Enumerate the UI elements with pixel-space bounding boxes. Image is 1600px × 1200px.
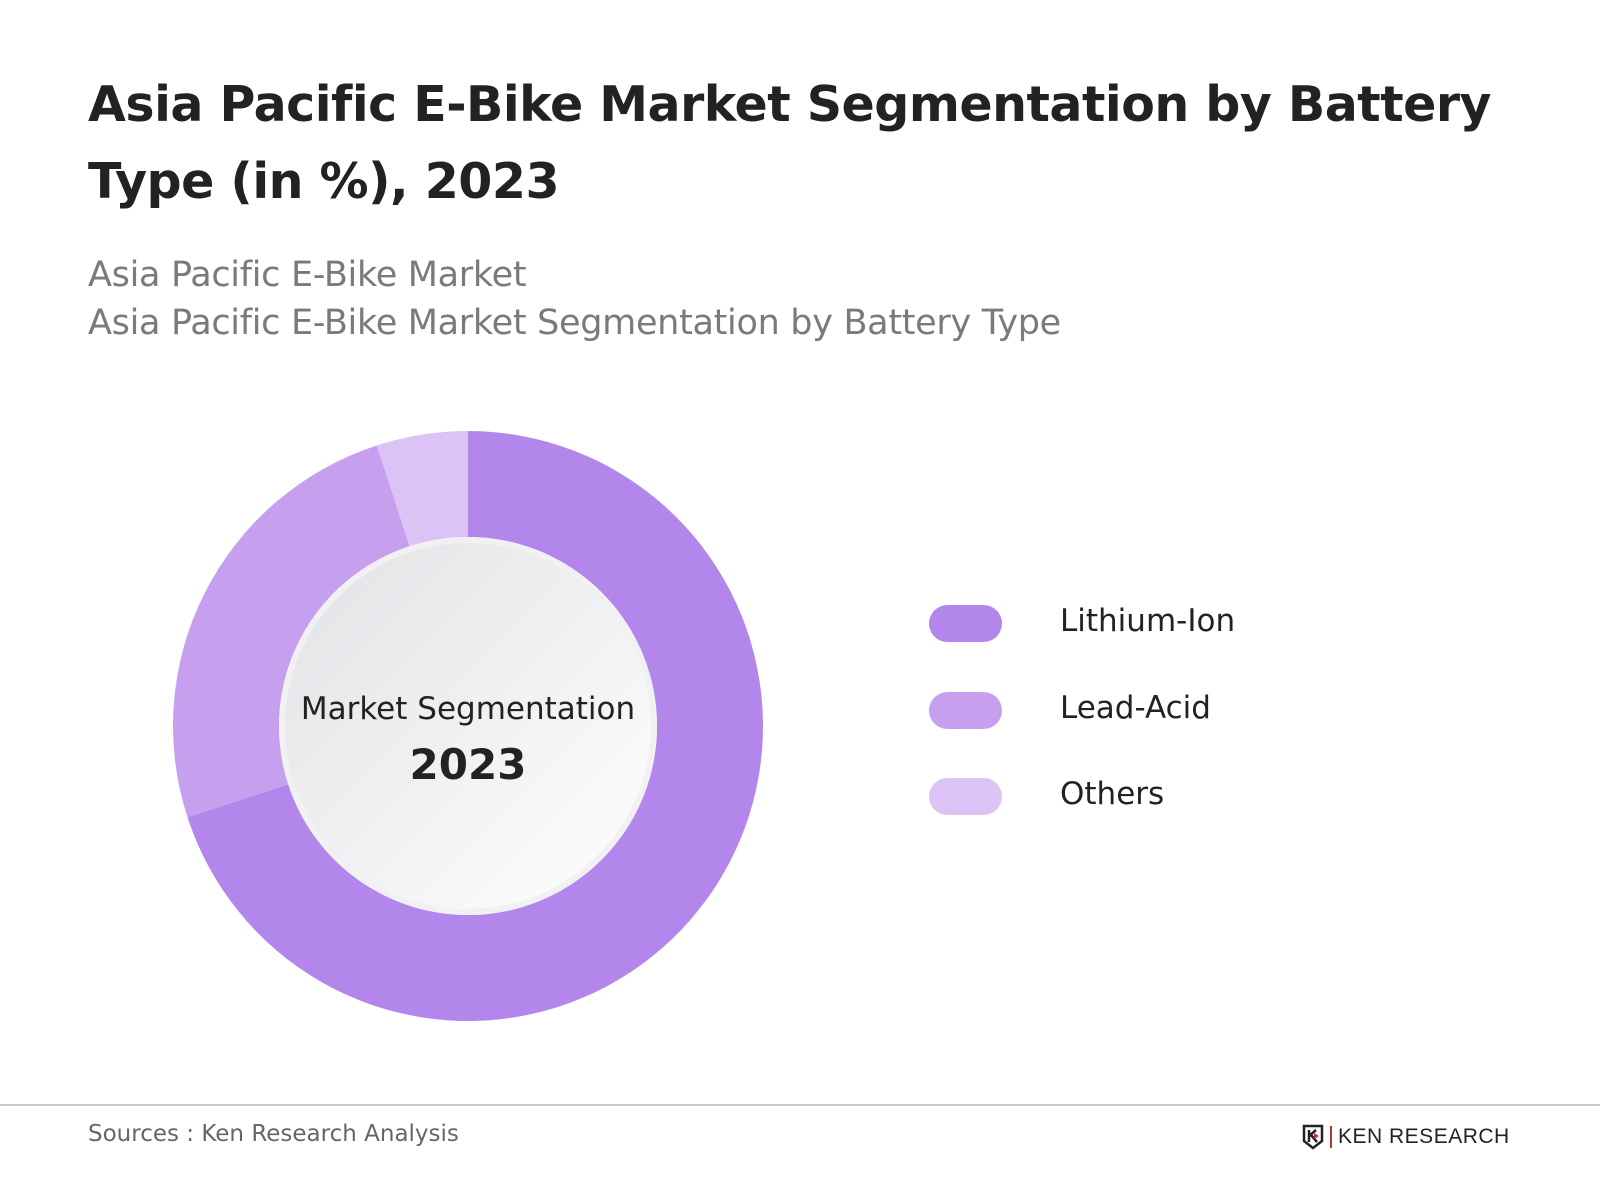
- legend-swatch: [929, 605, 1002, 642]
- slice-lead-acid: [172, 445, 410, 818]
- ken-research-logo-text: KEN RESEARCH: [1338, 1125, 1510, 1148]
- legend-swatch: [929, 692, 1002, 729]
- ken-research-logo-icon: [1302, 1124, 1324, 1150]
- slice-others: [376, 431, 468, 547]
- ken-research-logo: KEN RESEARCH: [1302, 1124, 1510, 1150]
- chart-subtitle-1: Asia Pacific E-Bike Market: [88, 255, 527, 295]
- center-value: 2023: [410, 740, 527, 789]
- legend-swatch: [929, 778, 1002, 815]
- center-label: Market Segmentation: [301, 691, 635, 727]
- slice-lithium-ion: [187, 431, 763, 1021]
- legend-item: Lithium-Ion: [929, 603, 1235, 642]
- legend-label: Lead-Acid: [1060, 690, 1211, 726]
- legend-item: Lead-Acid: [929, 690, 1211, 729]
- legend-label: Others: [1060, 776, 1165, 812]
- source-note: Sources : Ken Research Analysis: [88, 1121, 459, 1147]
- chart-title: Asia Pacific E-Bike Market Segmentation …: [88, 76, 1492, 210]
- legend-item: Others: [929, 776, 1164, 815]
- footer-divider: [0, 1104, 1600, 1106]
- chart-subtitle-2: Asia Pacific E-Bike Market Segmentation …: [88, 303, 1061, 343]
- donut-hole: [285, 543, 651, 909]
- legend-label: Lithium-Ion: [1060, 603, 1236, 639]
- donut-chart: Market Segmentation 2023: [172, 431, 763, 1021]
